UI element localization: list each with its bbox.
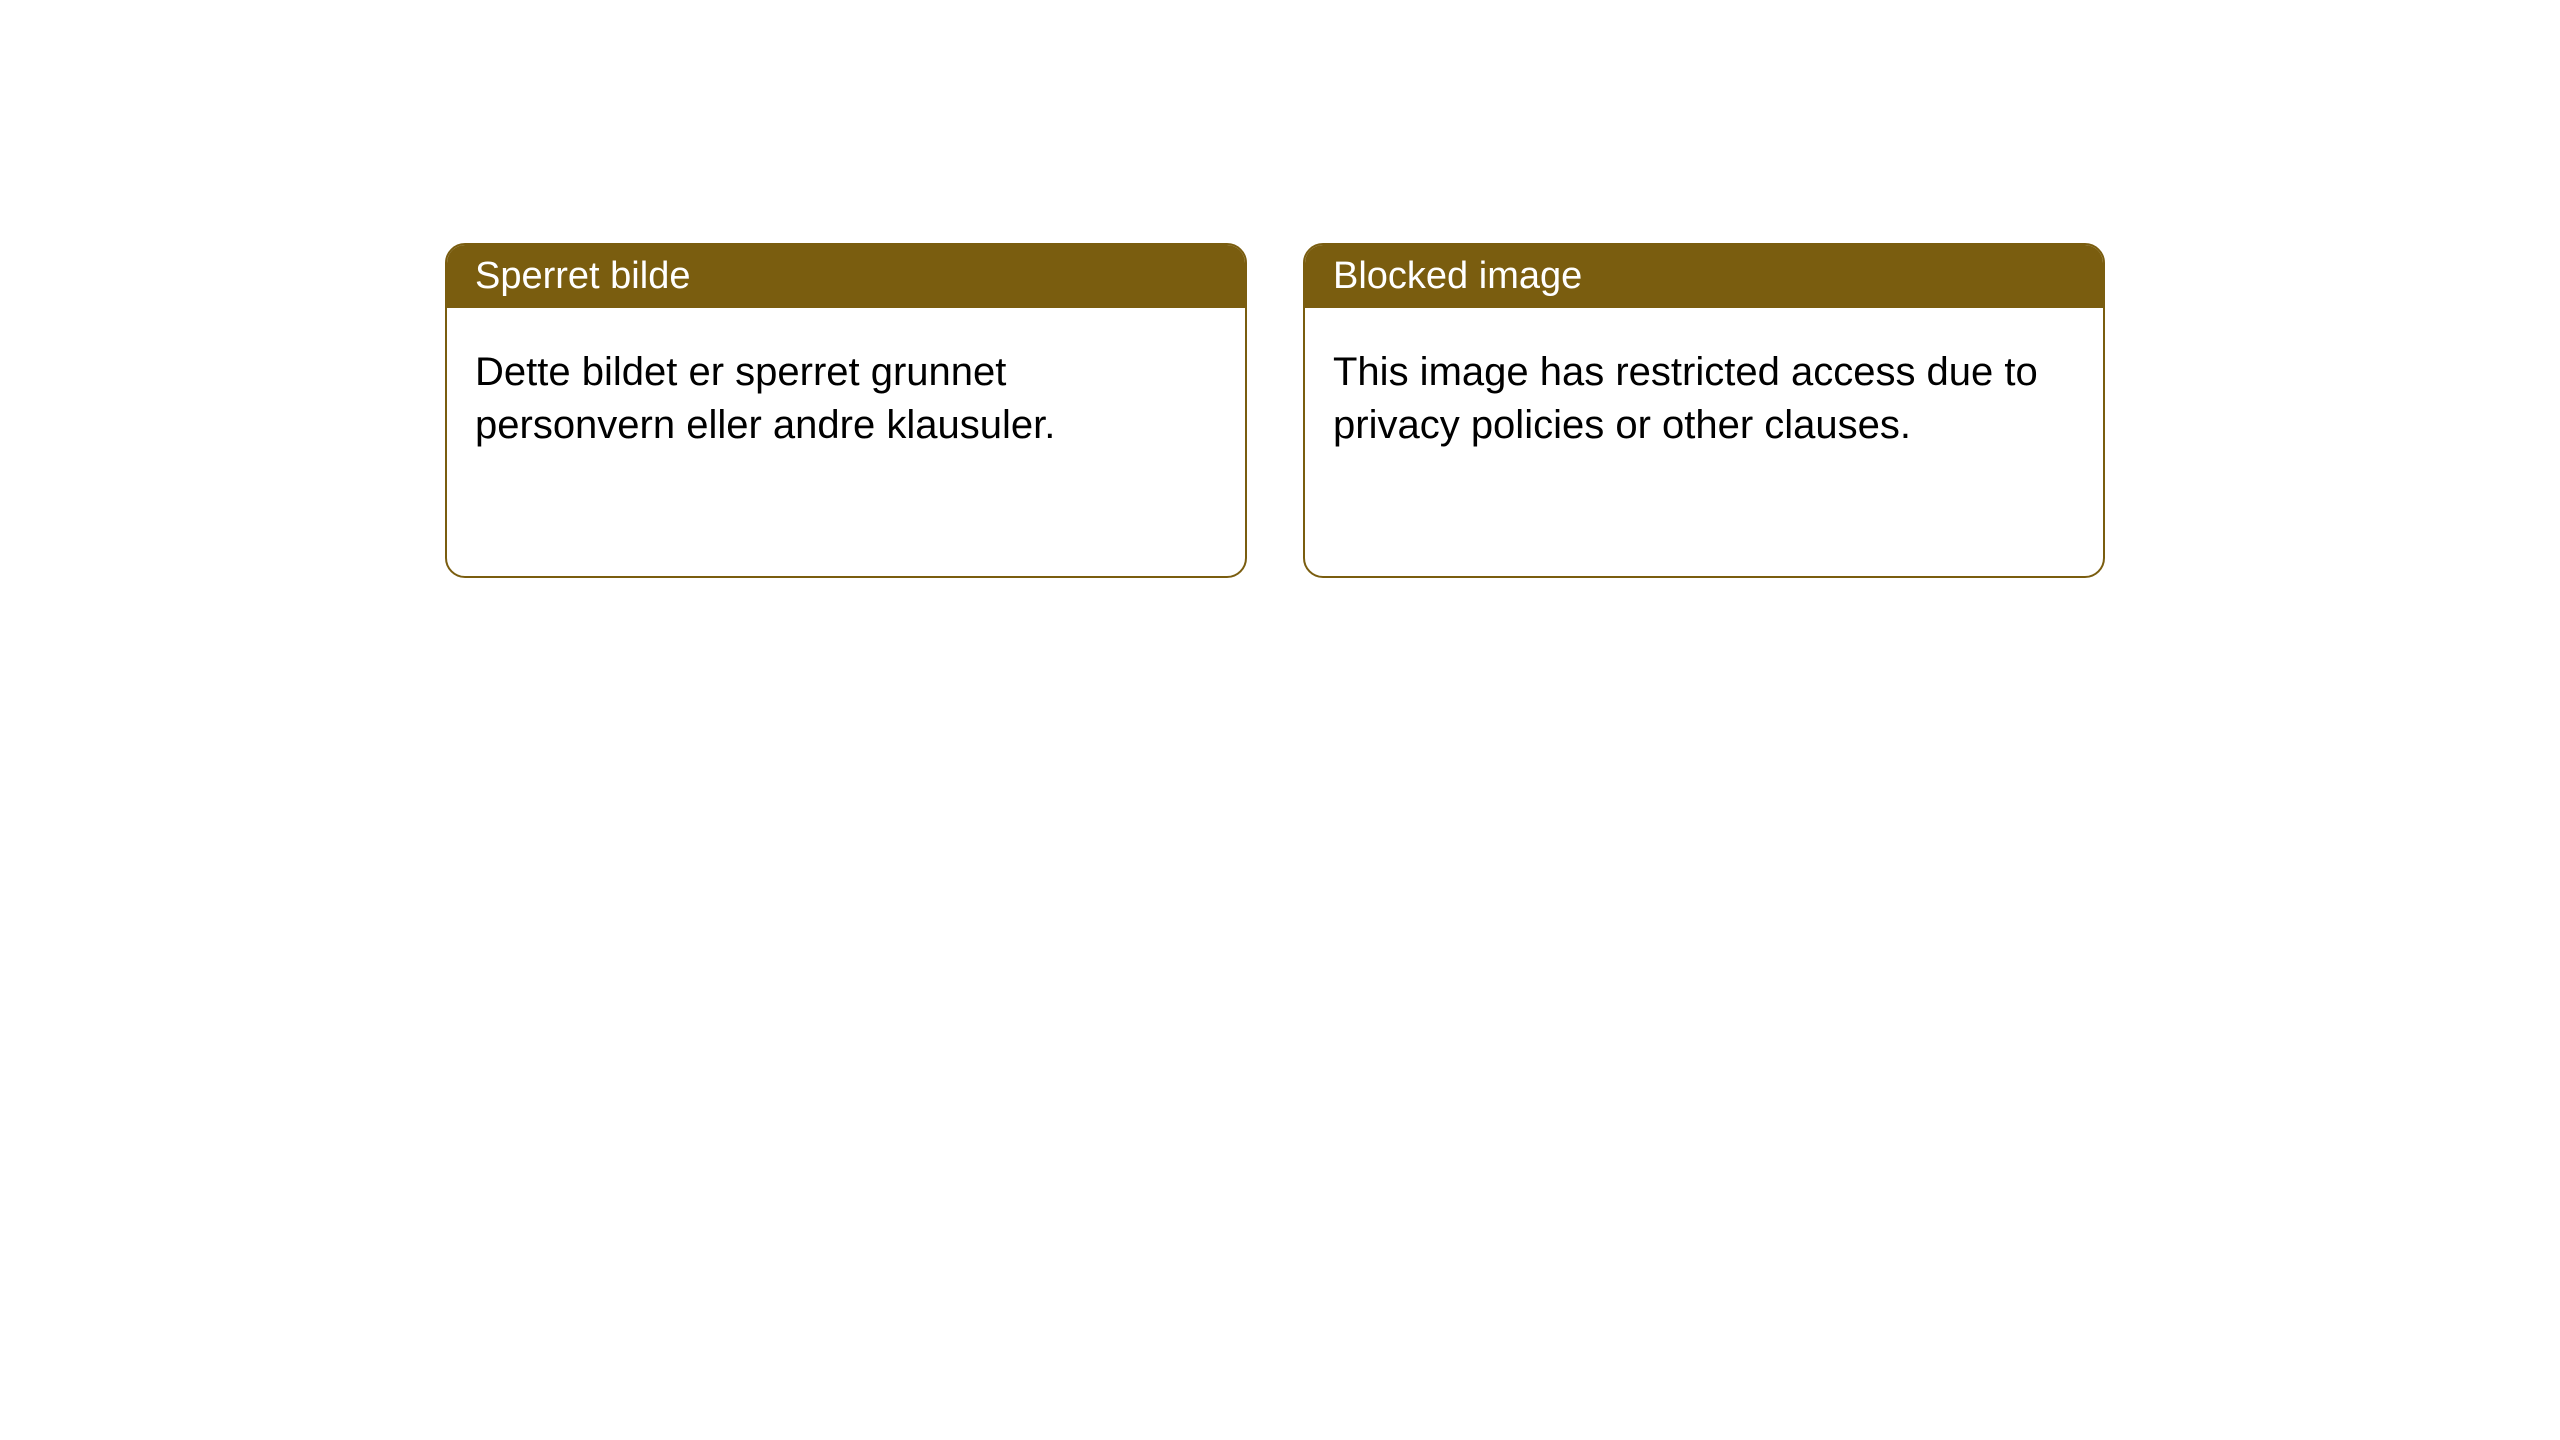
card-title: Blocked image bbox=[1333, 255, 1582, 297]
card-header: Blocked image bbox=[1305, 245, 2103, 308]
card-body: This image has restricted access due to … bbox=[1305, 308, 2103, 490]
card-body-text: Dette bildet er sperret grunnet personve… bbox=[475, 350, 1055, 447]
blocked-image-card-norwegian: Sperret bilde Dette bildet er sperret gr… bbox=[445, 243, 1247, 578]
notice-cards-container: Sperret bilde Dette bildet er sperret gr… bbox=[0, 0, 2560, 578]
card-header: Sperret bilde bbox=[447, 245, 1245, 308]
card-title: Sperret bilde bbox=[475, 255, 690, 297]
card-body: Dette bildet er sperret grunnet personve… bbox=[447, 308, 1245, 490]
blocked-image-card-english: Blocked image This image has restricted … bbox=[1303, 243, 2105, 578]
card-body-text: This image has restricted access due to … bbox=[1333, 350, 2038, 447]
